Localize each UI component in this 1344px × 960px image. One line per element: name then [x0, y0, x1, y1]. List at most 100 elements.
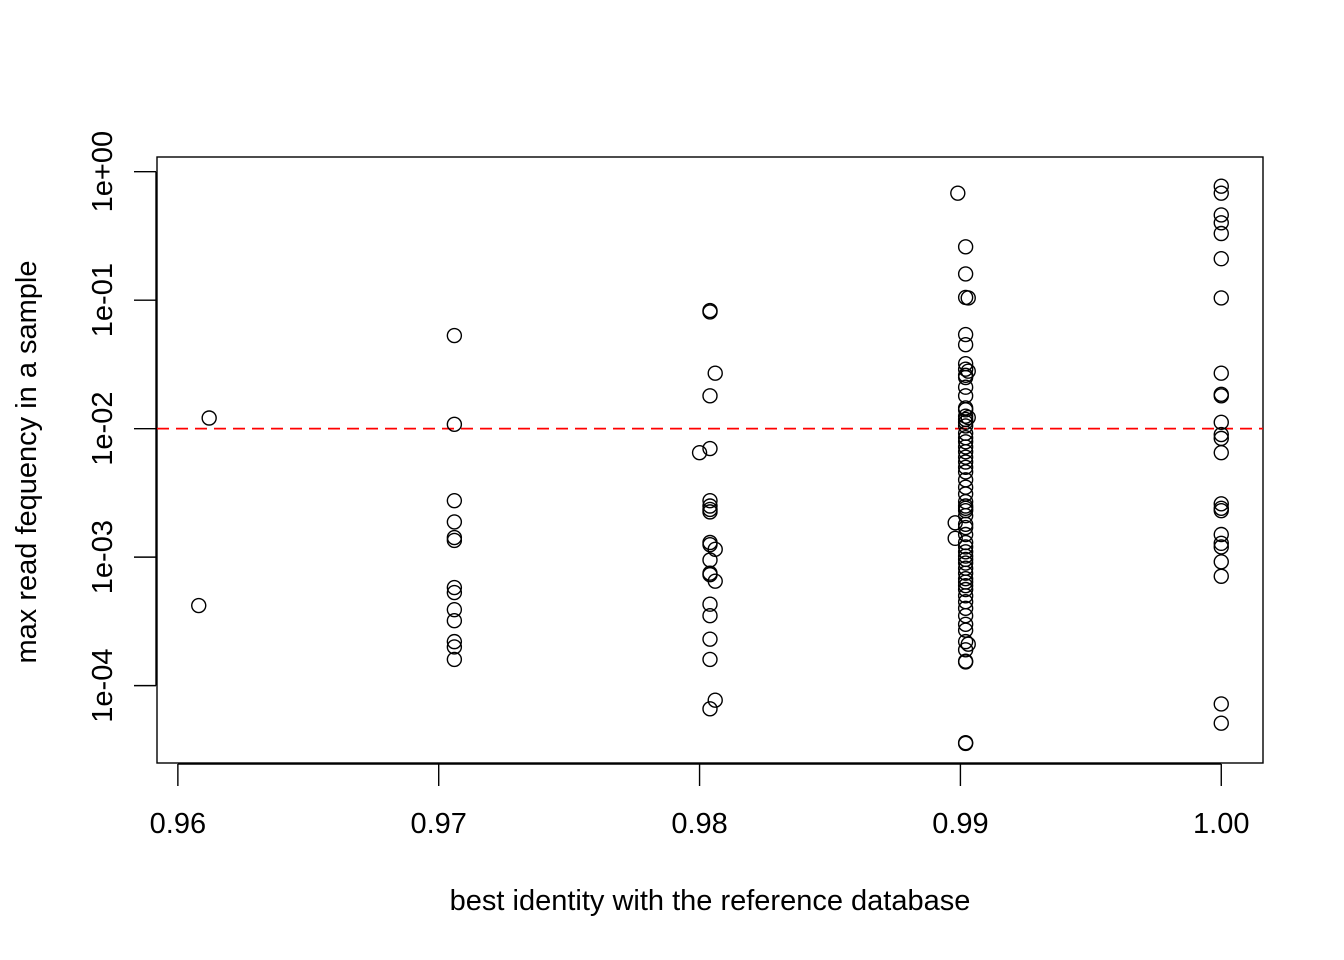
data-point: [446, 584, 463, 601]
data-point: [691, 444, 708, 461]
x-axis: 0.96 0.97 0.98 0.99 1.00: [150, 763, 1249, 840]
data-point: [957, 361, 974, 377]
data-point: [1213, 568, 1229, 584]
x-tick-label: 0.97: [410, 808, 466, 840]
y-tick-label: 1e-02: [87, 392, 119, 466]
data-point: [1213, 215, 1229, 231]
y-axis: 1e-04 1e-03 1e-02 1e-01 1e+00: [87, 131, 157, 723]
y-tick-label: 1e+00: [87, 131, 119, 212]
data-point: [957, 326, 974, 343]
data-point: [446, 601, 463, 618]
data-point: [957, 633, 974, 650]
data-point: [446, 529, 463, 546]
data-point: [950, 185, 966, 201]
data-point: [947, 515, 963, 531]
data-point: [446, 651, 463, 668]
data-point: [702, 498, 718, 514]
data-point: [1213, 414, 1229, 431]
data-point: [957, 581, 974, 598]
data-point: [957, 735, 974, 752]
data-point: [957, 616, 974, 633]
data-point: [702, 596, 718, 612]
data-point: [1213, 178, 1229, 194]
x-tick-label: 0.96: [150, 808, 206, 840]
x-axis-label: best identity with the reference databas…: [450, 885, 971, 917]
data-point: [957, 464, 974, 480]
data-point: [702, 608, 718, 624]
data-point: [957, 508, 974, 524]
data-point: [1213, 388, 1229, 404]
points-layer: [191, 178, 1229, 752]
data-point: [957, 539, 974, 555]
data-point: [957, 565, 974, 581]
data-point: [1213, 185, 1229, 201]
data-point: [1213, 207, 1229, 223]
data-point: [957, 577, 974, 594]
data-point: [446, 492, 463, 509]
y-tick-label: 1e-04: [87, 649, 119, 723]
plot-frame: [156, 156, 1264, 764]
data-point: [702, 651, 718, 668]
data-point: [446, 327, 463, 344]
data-point: [1213, 696, 1229, 712]
data-point: [1213, 502, 1229, 519]
data-point: [446, 579, 463, 596]
data-point: [201, 410, 217, 426]
data-point: [947, 530, 963, 547]
data-point: [1213, 225, 1229, 242]
data-point: [957, 449, 974, 465]
data-point: [957, 454, 974, 470]
y-axis-label: max read fequency in a sample: [11, 261, 43, 664]
data-point: [957, 434, 974, 450]
data-point: [707, 365, 723, 381]
data-point: [957, 379, 974, 395]
x-tick-label: 1.00: [1193, 808, 1249, 840]
data-point: [446, 613, 463, 629]
data-point: [1213, 426, 1229, 443]
data-point: [957, 654, 974, 670]
data-point: [1213, 290, 1229, 306]
data-point: [446, 639, 463, 655]
data-point: [1213, 539, 1229, 555]
x-tick-label: 0.98: [671, 808, 727, 840]
data-point: [957, 548, 974, 564]
data-point: [957, 600, 974, 616]
data-point: [957, 570, 974, 587]
data-point: [446, 416, 463, 433]
data-point: [957, 519, 974, 536]
data-point: [702, 536, 718, 553]
data-point: [702, 492, 718, 509]
data-point: [1213, 430, 1229, 447]
data-point: [446, 633, 463, 650]
data-point: [702, 504, 718, 520]
data-point: [446, 514, 463, 530]
data-point: [957, 588, 974, 604]
data-point: [702, 552, 718, 568]
data-point: [707, 573, 723, 589]
data-point: [702, 302, 718, 319]
data-point: [702, 440, 718, 457]
data-point: [957, 555, 974, 571]
data-point: [957, 239, 974, 255]
data-point: [1213, 526, 1229, 543]
data-point: [702, 304, 718, 320]
data-point: [957, 444, 974, 460]
data-point: [1213, 444, 1229, 461]
data-point: [957, 439, 974, 455]
data-point: [1213, 365, 1229, 381]
data-point: [957, 526, 974, 543]
data-point: [957, 642, 974, 658]
data-point: [957, 266, 974, 282]
data-point: [957, 544, 974, 560]
data-point: [957, 369, 974, 386]
data-point: [1213, 535, 1229, 552]
data-point: [957, 418, 974, 434]
data-point: [957, 402, 974, 418]
y-tick-label: 1e-01: [87, 263, 119, 337]
data-point: [957, 337, 974, 353]
data-point: [1213, 251, 1229, 267]
data-point: [1213, 496, 1229, 512]
data-point: [707, 692, 723, 708]
data-point: [957, 459, 974, 476]
